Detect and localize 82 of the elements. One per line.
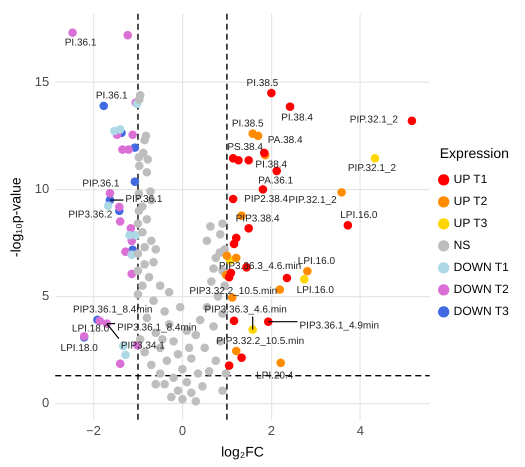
- point: [244, 224, 253, 233]
- annotation: PA.36.1: [258, 176, 294, 187]
- annotation: PIP.32.1_2: [348, 163, 397, 174]
- annotation: PI.38.4: [255, 160, 288, 171]
- point: [121, 350, 130, 360]
- annotation: PIP3.32.2_10.5.min: [189, 286, 278, 298]
- point: [244, 156, 253, 165]
- point: [222, 251, 232, 260]
- annotation: LPI.16.0: [296, 285, 334, 296]
- y-tick-label: 15: [34, 74, 50, 89]
- y-tick-label: 0: [42, 395, 50, 410]
- annotation: LPI.16.0: [340, 210, 378, 222]
- point: [258, 185, 268, 194]
- annotation: PIP3.36.2: [68, 210, 113, 221]
- point: [337, 188, 346, 197]
- annotation: PIP3.32.2_10.5.min: [216, 336, 304, 347]
- legend-label: DOWN T2: [454, 282, 510, 296]
- annotation: PI.38.5: [232, 118, 264, 130]
- x-tick-label: −2: [86, 422, 101, 438]
- annotation: PI.36.1: [96, 90, 128, 102]
- annotation: PI.36.1: [64, 37, 97, 48]
- point: [303, 266, 312, 276]
- legend-label: UP T1: [454, 172, 488, 186]
- annotation: PIP.36.1: [125, 194, 163, 205]
- point: [276, 358, 286, 368]
- point: [234, 156, 243, 165]
- legend-label: NS: [454, 238, 470, 252]
- point: [126, 224, 136, 233]
- y-tick-label: 10: [34, 180, 50, 196]
- point: [116, 217, 124, 226]
- y-axis-title: -log₁₀p-value: [7, 177, 24, 258]
- legend-label: DOWN T1: [454, 260, 510, 274]
- point: [116, 125, 124, 134]
- point: [282, 274, 292, 282]
- point: [408, 116, 416, 126]
- annotation: PIP.32.1_2: [288, 195, 338, 206]
- point: [114, 202, 124, 212]
- point: [276, 285, 284, 294]
- annotation: PIP3.36.3_4.6.min: [204, 304, 287, 316]
- x-tick-label: 2: [268, 422, 275, 438]
- annotation: LPI.18.0: [72, 324, 110, 335]
- y-tick-label: 5: [42, 288, 50, 303]
- annotation: PIP3.36.1_8.4min: [117, 322, 197, 334]
- annotation: PA.38.4: [268, 134, 303, 146]
- annotation: LPI.18.0: [60, 343, 98, 354]
- legend-title: Expression: [440, 144, 509, 161]
- legend-label: UP T3: [454, 216, 488, 230]
- annotation: PIP3.38.4: [236, 213, 280, 224]
- annotation: PS.38.4: [227, 142, 264, 154]
- point: [228, 194, 238, 204]
- point: [300, 274, 309, 284]
- point: [370, 154, 380, 163]
- annotation: PI.38.4: [281, 112, 314, 124]
- point: [230, 316, 238, 326]
- annotation: PIP.36.1: [82, 178, 120, 190]
- point: [286, 102, 294, 112]
- point: [224, 361, 234, 370]
- annotation: PIP2.38.4: [244, 194, 289, 205]
- x-axis-title: log₂FC: [221, 443, 264, 460]
- point: [130, 177, 140, 186]
- point: [104, 202, 112, 210]
- point: [99, 102, 108, 110]
- point: [254, 132, 262, 140]
- legend-label: UP T2: [454, 194, 488, 208]
- point: [116, 359, 124, 368]
- point: [232, 346, 241, 356]
- annotation: PIP.32.1_2: [350, 114, 398, 126]
- point: [230, 240, 238, 248]
- point: [123, 30, 132, 40]
- point: [128, 130, 137, 140]
- point: [344, 221, 352, 230]
- annotation: PIP3.36.1_8.4min: [72, 304, 152, 316]
- point: [106, 188, 114, 198]
- point: [127, 270, 136, 278]
- x-tick-label: 4: [356, 422, 364, 438]
- x-tick-label: 0: [178, 422, 186, 438]
- annotation: PI.38.5: [246, 78, 279, 89]
- point: [237, 353, 246, 362]
- point: [267, 88, 276, 98]
- annotation: PIP3.36.1_4.9min: [300, 320, 380, 332]
- point: [68, 28, 77, 37]
- legend-label: DOWN T3: [454, 304, 510, 318]
